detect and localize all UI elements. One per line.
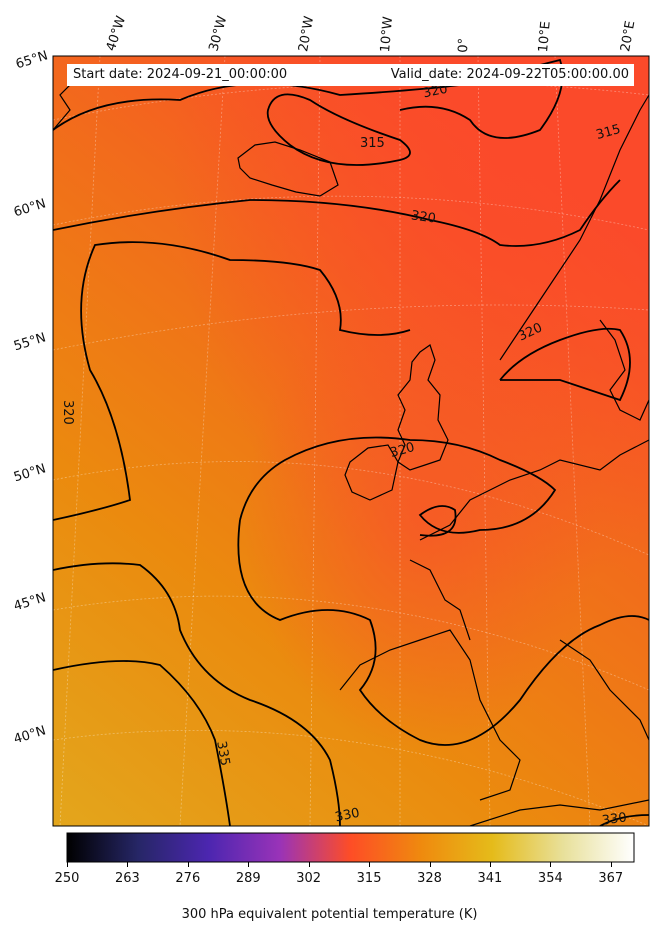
france-coast xyxy=(409,559,471,641)
colorbar-tick-label: 341 xyxy=(477,871,503,886)
lon-label: 10°E xyxy=(536,20,554,54)
graticule xyxy=(53,56,649,826)
norway-coast xyxy=(499,94,649,361)
colorbar-gradient xyxy=(66,832,635,863)
contour-330 xyxy=(53,562,341,826)
start-date-label: Start date: 2024-09-21_00:00:00 xyxy=(73,67,288,82)
contour-335 xyxy=(53,660,231,826)
valid-date-label: Valid_date: 2024-09-22T05:00:00.00 xyxy=(390,67,629,82)
contour-label: 320 xyxy=(60,400,75,425)
colorbar-tick-mark xyxy=(429,862,431,867)
colorbar-tick-mark xyxy=(248,862,250,867)
colorbar-tick-label: 250 xyxy=(54,871,80,886)
info-bar: Start date: 2024-09-21_00:00:00 Valid_da… xyxy=(67,64,634,86)
colorbar-tick-mark xyxy=(67,862,68,867)
contour-lines xyxy=(53,58,649,826)
africa-coast xyxy=(469,799,649,826)
colorbar-tick-mark xyxy=(127,862,129,867)
colorbar-tick-label: 328 xyxy=(417,871,442,886)
colorbar-tick-label: 263 xyxy=(114,871,140,886)
contour-330-south xyxy=(599,814,649,826)
colorbar-tick-mark xyxy=(308,862,310,867)
europe-mainland-coast xyxy=(419,439,649,541)
colorbar-tick-mark xyxy=(610,862,612,867)
colorbar-title: 300 hPa equivalent potential temperature… xyxy=(181,907,478,922)
iberia-coast xyxy=(339,629,521,801)
contour-320-west xyxy=(53,241,411,521)
colorbar-tick-mark xyxy=(489,862,491,867)
contour-320-east xyxy=(499,327,631,402)
contour-320-uk xyxy=(239,436,557,537)
lon-label: 0° xyxy=(456,37,472,53)
colorbar-tick-label: 302 xyxy=(296,871,322,886)
italy-coast xyxy=(559,639,649,741)
great-britain-coast xyxy=(397,344,449,471)
contour-label: 315 xyxy=(360,136,385,151)
contour-315-north xyxy=(266,93,411,166)
contour-325 xyxy=(237,519,649,746)
map-frame xyxy=(52,55,650,827)
colorbar-tick-mark xyxy=(550,862,552,867)
contour-320-loop xyxy=(53,179,621,247)
colorbar-tick-label: 367 xyxy=(598,871,624,886)
colorbar-tick-label: 289 xyxy=(235,871,261,886)
lon-label: 10°W xyxy=(378,15,397,53)
ireland-coast xyxy=(344,444,399,501)
colorbar-tick-mark xyxy=(369,862,371,867)
colorbar xyxy=(66,832,635,863)
baltic-coast xyxy=(599,319,649,421)
coastlines xyxy=(53,69,649,826)
colorbar-tick-label: 315 xyxy=(356,871,382,886)
colorbar-tick-mark xyxy=(187,862,189,867)
colorbar-tick-label: 354 xyxy=(537,871,563,886)
iceland-coast xyxy=(237,141,339,197)
colorbar-tick-label: 276 xyxy=(175,871,201,886)
